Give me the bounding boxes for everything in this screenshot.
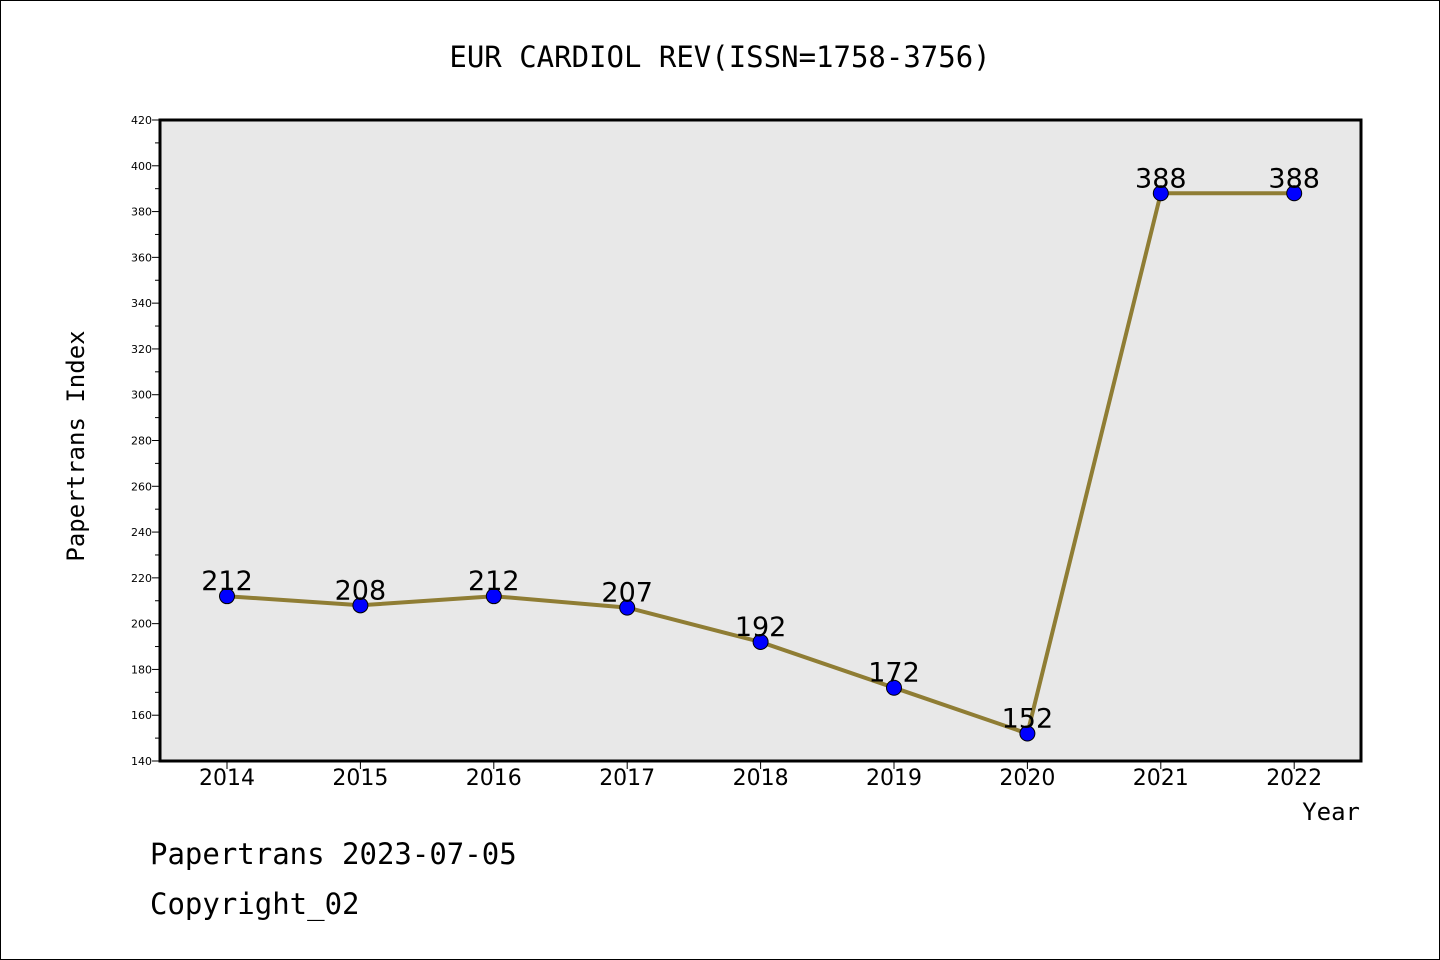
y-tick-label: 320	[131, 343, 152, 356]
x-tick-label: 2020	[999, 766, 1055, 791]
y-axis-label: Papertrans Index	[62, 330, 90, 561]
data-label: 388	[1135, 163, 1187, 194]
y-tick-label: 260	[131, 480, 152, 493]
plot-area	[160, 120, 1361, 761]
x-tick-label: 2019	[866, 766, 922, 791]
y-tick-label: 300	[131, 389, 152, 402]
x-tick-label: 2014	[199, 766, 255, 791]
x-axis: 2014 2015 2016 2017 2018 2019 2020 2021 2022	[199, 761, 1322, 791]
x-tick-label: 2016	[466, 766, 522, 791]
data-labels: 212 208 212 207 192 172 152 388 388	[201, 163, 1320, 734]
data-label: 388	[1268, 163, 1320, 194]
y-tick-label: 160	[131, 709, 152, 722]
x-tick-label: 2022	[1266, 766, 1322, 791]
y-tick-label: 340	[131, 297, 152, 310]
data-point	[752, 633, 769, 650]
y-axis: 140 160 180 200 220 240 260 280 300 320 340 360 380 4…	[131, 114, 160, 768]
plot-border	[158, 118, 1363, 763]
data-point	[619, 599, 636, 616]
y-tick-label: 360	[131, 251, 152, 264]
x-tick-label: 2015	[332, 766, 388, 791]
y-tick-label: 140	[131, 755, 152, 768]
footer-date: Papertrans 2023-07-05	[150, 837, 517, 871]
data-label: 208	[335, 575, 387, 606]
x-axis-label: Year	[1302, 798, 1360, 826]
y-tick-label: 420	[131, 114, 152, 127]
data-label: 192	[735, 612, 787, 643]
y-tick-label: 200	[131, 618, 152, 631]
data-point	[1286, 185, 1303, 202]
data-label: 207	[601, 578, 653, 609]
data-markers	[219, 185, 1303, 742]
footer-copyright: Copyright_02	[150, 887, 360, 922]
y-tick-label: 180	[131, 663, 152, 676]
x-tick-label: 2017	[599, 766, 655, 791]
data-point	[352, 597, 369, 614]
data-label: 152	[1002, 704, 1054, 735]
x-tick-label: 2018	[733, 766, 789, 791]
data-point	[219, 588, 235, 605]
data-point	[886, 679, 902, 696]
data-point	[1019, 725, 1036, 742]
data-label: 212	[201, 566, 253, 597]
data-label: 212	[468, 566, 520, 597]
y-tick-label: 400	[131, 160, 152, 173]
x-tick-label: 2021	[1133, 766, 1189, 791]
y-tick-label: 380	[131, 206, 152, 219]
data-point	[1152, 185, 1169, 202]
y-tick-label: 240	[131, 526, 152, 539]
chart-title: EUR CARDIOL REV(ISSN=1758-3756)	[449, 40, 990, 74]
y-tick-label: 280	[131, 435, 152, 448]
data-label: 172	[868, 658, 920, 689]
y-tick-label: 220	[131, 572, 152, 585]
data-point	[485, 588, 502, 605]
